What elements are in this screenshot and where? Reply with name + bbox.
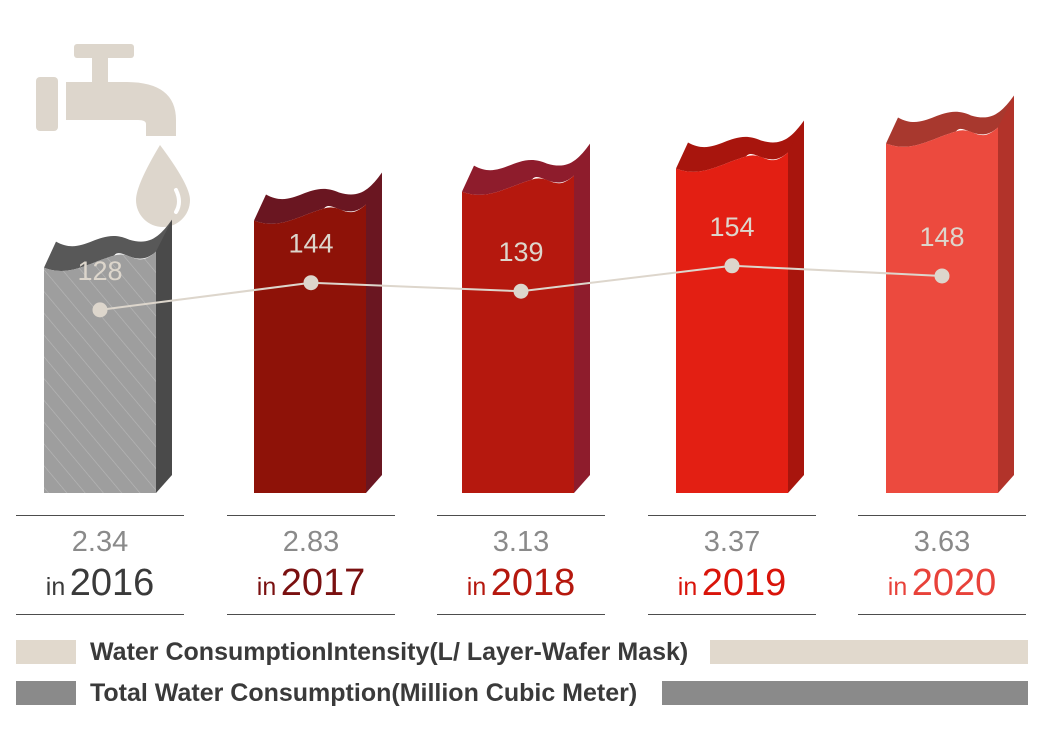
intensity-value-label: 139: [498, 237, 543, 267]
bottom-rule: [648, 614, 816, 615]
year-block-2018: 3.13 in 2018: [437, 515, 605, 615]
bar-front: [254, 204, 366, 493]
intensity-point-2017: [303, 275, 319, 291]
year-number: 2019: [701, 562, 787, 604]
total-value-label: 2.34: [71, 526, 129, 558]
top-rule: [227, 515, 395, 516]
legend-bar: [710, 640, 1028, 664]
bar-top: [462, 143, 590, 195]
bar-2018: [462, 143, 590, 493]
legend-swatch: [16, 681, 76, 705]
intensity-point-2016: [92, 302, 108, 318]
year-number: 2020: [911, 562, 997, 604]
bar-side: [998, 95, 1014, 493]
year-block-2019: 3.37 in 2019: [648, 515, 816, 615]
intensity-value-label: 148: [919, 222, 964, 252]
intensity-point-2020: [934, 268, 950, 284]
top-rule: [16, 515, 184, 516]
intensity-value-label: 144: [288, 229, 333, 259]
in-prefix: in: [677, 573, 698, 601]
year-label: in 2020: [858, 560, 1026, 614]
bottom-rule: [858, 614, 1026, 615]
year-label: in 2017: [227, 560, 395, 614]
intensity-point-2019: [724, 258, 740, 274]
bar-front: [462, 175, 574, 493]
total-value-label: 2.83: [282, 526, 340, 558]
year-block-2016: 2.34 in 2016: [16, 515, 184, 615]
legend-label: Total Water Consumption(Million Cubic Me…: [90, 679, 638, 707]
bar-top: [254, 172, 382, 224]
in-prefix: in: [256, 573, 277, 601]
bottom-rule: [16, 614, 184, 615]
total-value-label: 3.63: [913, 526, 971, 558]
year-block-2017: 2.83 in 2017: [227, 515, 395, 615]
year-number: 2016: [69, 562, 155, 604]
legend-swatch: [16, 640, 76, 664]
year-label: in 2019: [648, 560, 816, 614]
bar-front: [676, 152, 788, 493]
bar-2020: [886, 95, 1014, 493]
legend-intensity: Water ConsumptionIntensity(L/ Layer-Wafe…: [16, 638, 1028, 666]
year-number: 2017: [280, 562, 366, 604]
bottom-rule: [227, 614, 395, 615]
in-prefix: in: [466, 573, 487, 601]
intensity-value-label: 128: [77, 256, 122, 286]
bar-front: [886, 127, 998, 493]
year-label: in 2018: [437, 560, 605, 614]
in-prefix: in: [45, 573, 66, 601]
bar-top: [44, 219, 172, 272]
legend-label: Water ConsumptionIntensity(L/ Layer-Wafe…: [90, 638, 689, 666]
bottom-rule: [437, 614, 605, 615]
total-value-label: 3.37: [703, 526, 761, 558]
legend-bar: [662, 681, 1028, 705]
bar-side: [788, 120, 804, 494]
top-rule: [858, 515, 1026, 516]
top-rule: [437, 515, 605, 516]
bar-2017: [254, 172, 382, 493]
bar-2019: [676, 120, 804, 494]
bar-top: [676, 120, 804, 172]
year-label: in 2016: [16, 560, 184, 614]
intensity-value-label: 154: [709, 212, 754, 242]
intensity-point-2018: [513, 283, 529, 299]
bar-side: [574, 143, 590, 493]
bar-side: [366, 172, 382, 493]
year-block-2020: 3.63 in 2020: [858, 515, 1026, 615]
droplet-highlight-icon: [174, 188, 181, 214]
bar-2016: [44, 219, 172, 493]
in-prefix: in: [887, 573, 908, 601]
bar-hatch: [44, 251, 156, 493]
bar-side: [156, 219, 172, 493]
bar-top: [886, 95, 1014, 147]
legend-total: Total Water Consumption(Million Cubic Me…: [16, 679, 1028, 707]
top-rule: [648, 515, 816, 516]
year-number: 2018: [490, 562, 576, 604]
total-value-label: 3.13: [492, 526, 550, 558]
water-tap-icon: [36, 44, 190, 227]
